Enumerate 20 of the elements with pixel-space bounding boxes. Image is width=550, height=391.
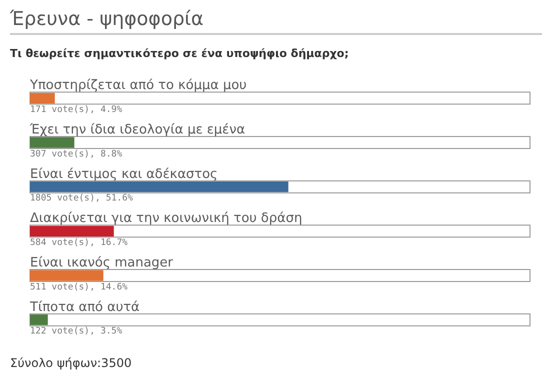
text: Σύνολο ψήφων:3500 (10, 356, 133, 370)
data-label: 171 vote(s), 4.9% (30, 105, 123, 116)
data-label: 122 vote(s), 3.5% (30, 326, 123, 337)
chart-subtitle: Τι θεωρείτε σημαντικότερο σε ένα υποψήφιο δήμαρχο; (10, 47, 350, 60)
data-label: 584 vote(s), 16.7% (30, 238, 128, 248)
bar (30, 137, 74, 148)
y-tick-label: Υποστηρίζεται από το κόμμα μου (29, 78, 247, 94)
chart-title: Έρευνα - ψηφοφορία (10, 8, 542, 35)
y-tick-label: Διακρίνεται για την κοινωνική του δράση (30, 211, 302, 226)
y-tick-label: Είναι έντιμος και αδέκαστος (30, 166, 218, 182)
y-tick-label: Είναι ικανός manager (30, 256, 174, 270)
bar (30, 92, 55, 104)
y-tick-label: Έχει την ίδια ιδεολογία με εμένα (29, 122, 246, 138)
y-tick-label: Τίποτα από αυτά (29, 300, 140, 315)
bar (30, 270, 104, 281)
bar (30, 226, 114, 236)
bar (30, 314, 48, 326)
data-label: 1805 vote(s), 51.6% (30, 194, 134, 204)
data-label: 307 vote(s), 8.8% (30, 149, 123, 160)
data-label: 511 vote(s), 14.6% (30, 282, 128, 292)
